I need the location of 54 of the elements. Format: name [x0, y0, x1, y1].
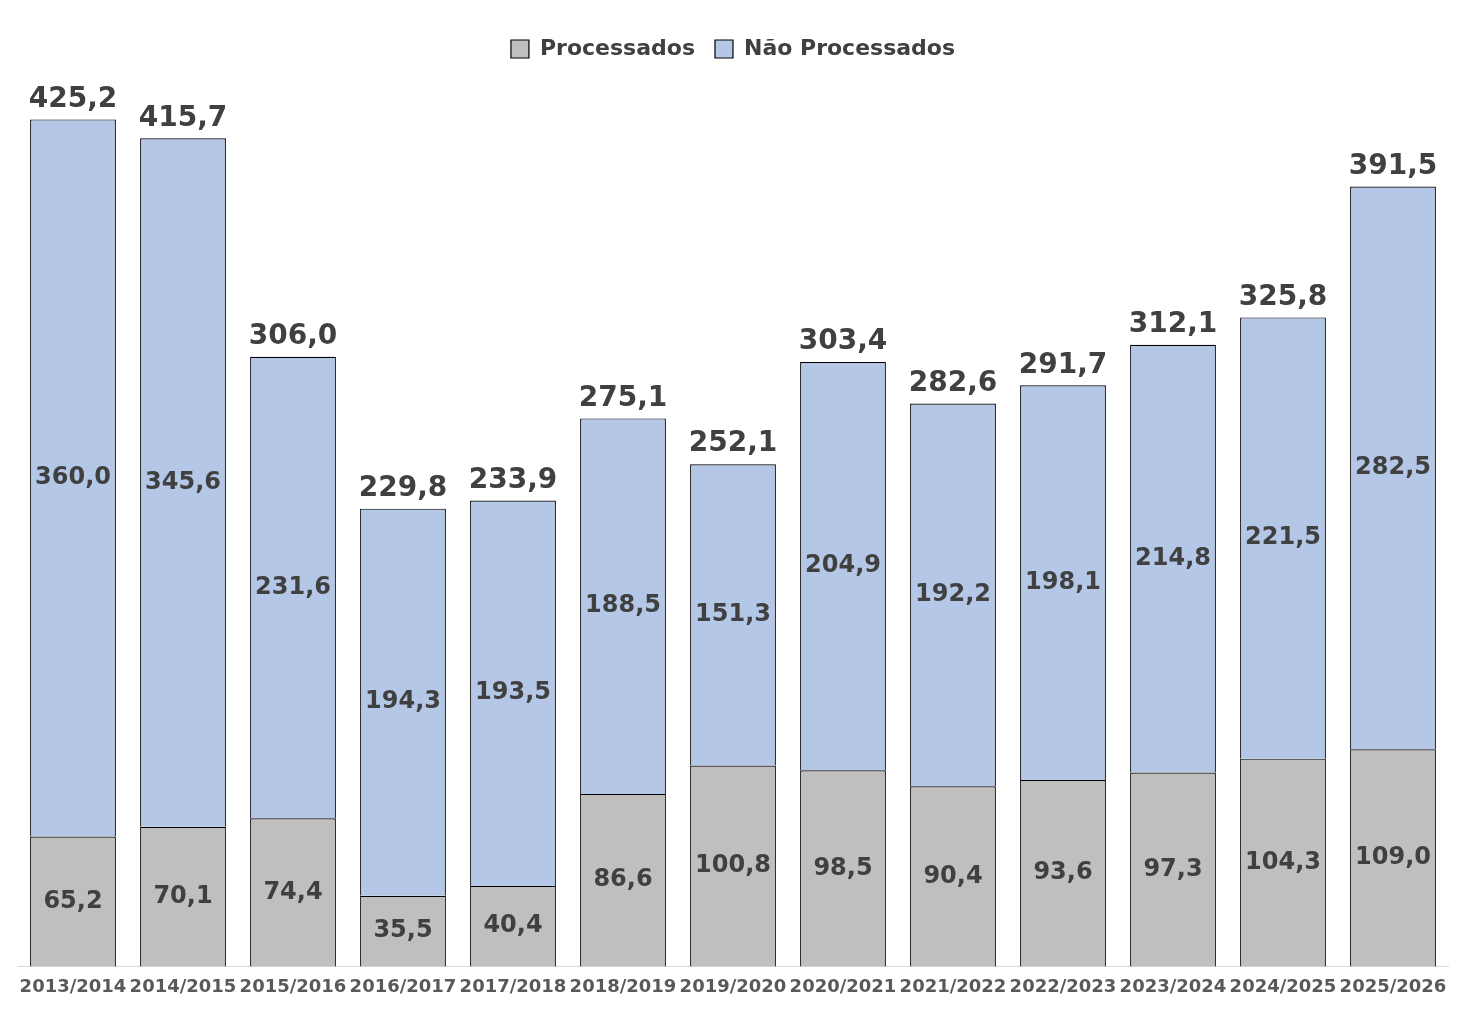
- data-label: 204,9: [805, 550, 881, 579]
- data-label: 345,6: [145, 466, 221, 495]
- total-label: 325,8: [1238, 278, 1328, 312]
- data-label: 360,0: [35, 462, 111, 491]
- total-label: 391,5: [1348, 147, 1438, 181]
- x-tick-label: 2018/2019: [569, 974, 677, 996]
- total-label: 425,2: [28, 80, 118, 114]
- total-label: 229,8: [358, 469, 448, 503]
- data-label: 86,6: [593, 864, 653, 893]
- x-tick-label: 2016/2017: [349, 974, 457, 996]
- total-label: 275,1: [578, 379, 668, 413]
- x-tick-label: 2013/2014: [19, 974, 127, 996]
- x-tick-label: 2019/2020: [679, 974, 787, 996]
- data-label: 70,1: [153, 880, 213, 909]
- data-label: 221,5: [1245, 522, 1321, 551]
- legend-label: Processados: [539, 34, 695, 60]
- total-label: 252,1: [688, 425, 778, 459]
- data-label: 90,4: [923, 860, 983, 889]
- x-tick-label: 2025/2026: [1339, 974, 1447, 996]
- x-tick-label: 2023/2024: [1119, 974, 1227, 996]
- x-tick-label: 2022/2023: [1009, 974, 1117, 996]
- x-tick-label: 2024/2025: [1229, 974, 1337, 996]
- total-label: 415,7: [138, 99, 228, 133]
- data-label: 282,5: [1355, 452, 1431, 481]
- data-label: 188,5: [585, 590, 661, 619]
- data-label: 40,4: [483, 910, 543, 939]
- x-tick-label: 2017/2018: [459, 974, 567, 996]
- data-label: 231,6: [255, 571, 331, 600]
- total-label: 291,7: [1018, 346, 1108, 380]
- data-label: 192,2: [915, 579, 991, 608]
- total-label: 306,0: [248, 318, 338, 352]
- data-label: 97,3: [1143, 853, 1203, 882]
- x-tick-label: 2014/2015: [129, 974, 237, 996]
- data-label: 98,5: [813, 852, 873, 881]
- data-label: 93,6: [1033, 857, 1093, 886]
- data-label: 74,4: [263, 876, 323, 905]
- data-label: 104,3: [1245, 846, 1321, 875]
- data-label: 65,2: [43, 885, 103, 914]
- data-label: 109,0: [1355, 842, 1431, 871]
- data-label: 151,3: [695, 599, 771, 628]
- data-label: 35,5: [373, 915, 433, 944]
- legend-label: Não Processados: [743, 34, 956, 60]
- total-label: 233,9: [468, 461, 558, 495]
- data-label: 194,3: [365, 686, 441, 715]
- total-label: 312,1: [1128, 305, 1218, 339]
- x-tick-label: 2020/2021: [789, 974, 897, 996]
- total-label: 282,6: [908, 364, 998, 398]
- data-label: 214,8: [1135, 542, 1211, 571]
- data-label: 198,1: [1025, 566, 1101, 595]
- x-tick-label: 2021/2022: [899, 974, 1007, 996]
- data-label: 193,5: [475, 677, 551, 706]
- total-label: 303,4: [798, 323, 888, 357]
- data-label: 100,8: [695, 850, 771, 879]
- x-tick-label: 2015/2016: [239, 974, 347, 996]
